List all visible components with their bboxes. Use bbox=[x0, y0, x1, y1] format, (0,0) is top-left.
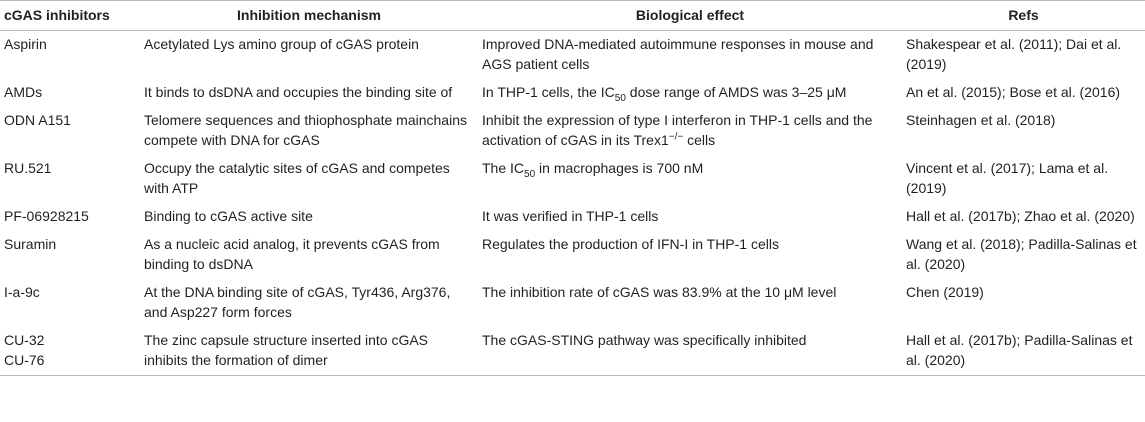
table-cell: Telomere sequences and thiophosphate mai… bbox=[144, 112, 467, 148]
table-cell: At the DNA binding site of cGAS, Tyr436,… bbox=[144, 284, 451, 320]
table-cell: RU.521 bbox=[4, 160, 52, 176]
header-row: cGAS inhibitors Inhibition mechanism Biolo… bbox=[0, 0, 1145, 31]
table-cell: AMDs bbox=[4, 84, 43, 100]
table-cell: As a nucleic acid analog, it prevents cG… bbox=[144, 236, 440, 272]
table-cell: Suramin bbox=[4, 236, 57, 252]
table-row: RU.521 Occupy the catalytic sites of cGAS… bbox=[0, 155, 1145, 203]
text-run: The IC bbox=[482, 160, 525, 176]
table-cell: The cGAS-STING pathway was specifically … bbox=[482, 332, 807, 348]
table-cell: An et al. (2015); Bose et al. (2016) bbox=[906, 84, 1121, 100]
table-cell: PF-06928215 bbox=[4, 208, 89, 224]
table-cell: The IC50 in macrophages is 700 nM bbox=[478, 155, 902, 203]
table-cell: Acetylated Lys amino group of cGAS prote… bbox=[144, 36, 419, 52]
table-cell: It was verified in THP-1 cells bbox=[482, 208, 659, 224]
table-row: PF-06928215 Binding to cGAS active site It… bbox=[0, 203, 1145, 231]
subscript: 50 bbox=[614, 92, 626, 104]
table-cell: Wang et al. (2018); Padilla-Salinas et a… bbox=[906, 236, 1137, 272]
table-cell: ODN A151 bbox=[4, 112, 71, 128]
text-run: dose range of AMDS was 3–25 μM bbox=[625, 84, 847, 100]
table-cell: Binding to cGAS active site bbox=[144, 208, 313, 224]
table-cell: Inhibit the expression of type I interfe… bbox=[478, 107, 902, 155]
inhibitor-table: cGAS inhibitors Inhibition mechanism Biolo… bbox=[0, 0, 1145, 376]
table-row: I-a-9c At the DNA binding site of cGAS, T… bbox=[0, 279, 1145, 327]
column-header: cGAS inhibitors bbox=[0, 0, 140, 31]
table-cell: Improved DNA-mediated autoimmune respons… bbox=[482, 36, 874, 72]
table-cell: Steinhagen et al. (2018) bbox=[906, 112, 1056, 128]
table-cell: Shakespear et al. (2011); Dai et al. (20… bbox=[906, 36, 1122, 72]
column-header: Refs bbox=[902, 0, 1145, 31]
text-run: cells bbox=[683, 132, 716, 148]
table-cell: Hall et al. (2017b); Padilla-Salinas et … bbox=[906, 332, 1133, 368]
table-cell: Vincent et al. (2017); Lama et al. (2019… bbox=[906, 160, 1109, 196]
table-cell: Occupy the catalytic sites of cGAS and c… bbox=[144, 160, 450, 196]
table-row: CU-32 CU-76 The zinc capsule structure in… bbox=[0, 327, 1145, 376]
column-header: Biological effect bbox=[478, 0, 902, 31]
table-cell: The inhibition rate of cGAS was 83.9% at… bbox=[482, 284, 837, 300]
text-run: in macrophages is 700 nM bbox=[535, 160, 704, 176]
text-run: In THP-1 cells, the IC bbox=[482, 84, 615, 100]
supscript: −/− bbox=[668, 131, 684, 143]
table-row: ODN A151 Telomere sequences and thiophosp… bbox=[0, 107, 1145, 155]
table-cell: It binds to dsDNA and occupies the bindi… bbox=[144, 84, 453, 100]
table-cell: Chen (2019) bbox=[906, 284, 984, 300]
table-cell: Regulates the production of IFN-I in THP… bbox=[482, 236, 779, 252]
subscript: 50 bbox=[524, 168, 536, 180]
table-row: Aspirin Acetylated Lys amino group of cGA… bbox=[0, 31, 1145, 80]
table-row: AMDs It binds to dsDNA and occupies the b… bbox=[0, 79, 1145, 107]
table-cell: Hall et al. (2017b); Zhao et al. (2020) bbox=[906, 208, 1135, 224]
table-row: Suramin As a nucleic acid analog, it prev… bbox=[0, 231, 1145, 279]
table-cell: CU-32 CU-76 bbox=[4, 332, 45, 368]
table-cell: Aspirin bbox=[4, 36, 47, 52]
table-body: Aspirin Acetylated Lys amino group of cGA… bbox=[0, 31, 1145, 376]
text-run: Inhibit the expression of type I interfe… bbox=[482, 112, 873, 148]
table-cell: The zinc capsule structure inserted into… bbox=[144, 332, 429, 368]
table-cell: In THP-1 cells, the IC50 dose range of A… bbox=[478, 79, 902, 107]
column-header: Inhibition mechanism bbox=[140, 0, 478, 31]
table-cell: I-a-9c bbox=[4, 284, 40, 300]
